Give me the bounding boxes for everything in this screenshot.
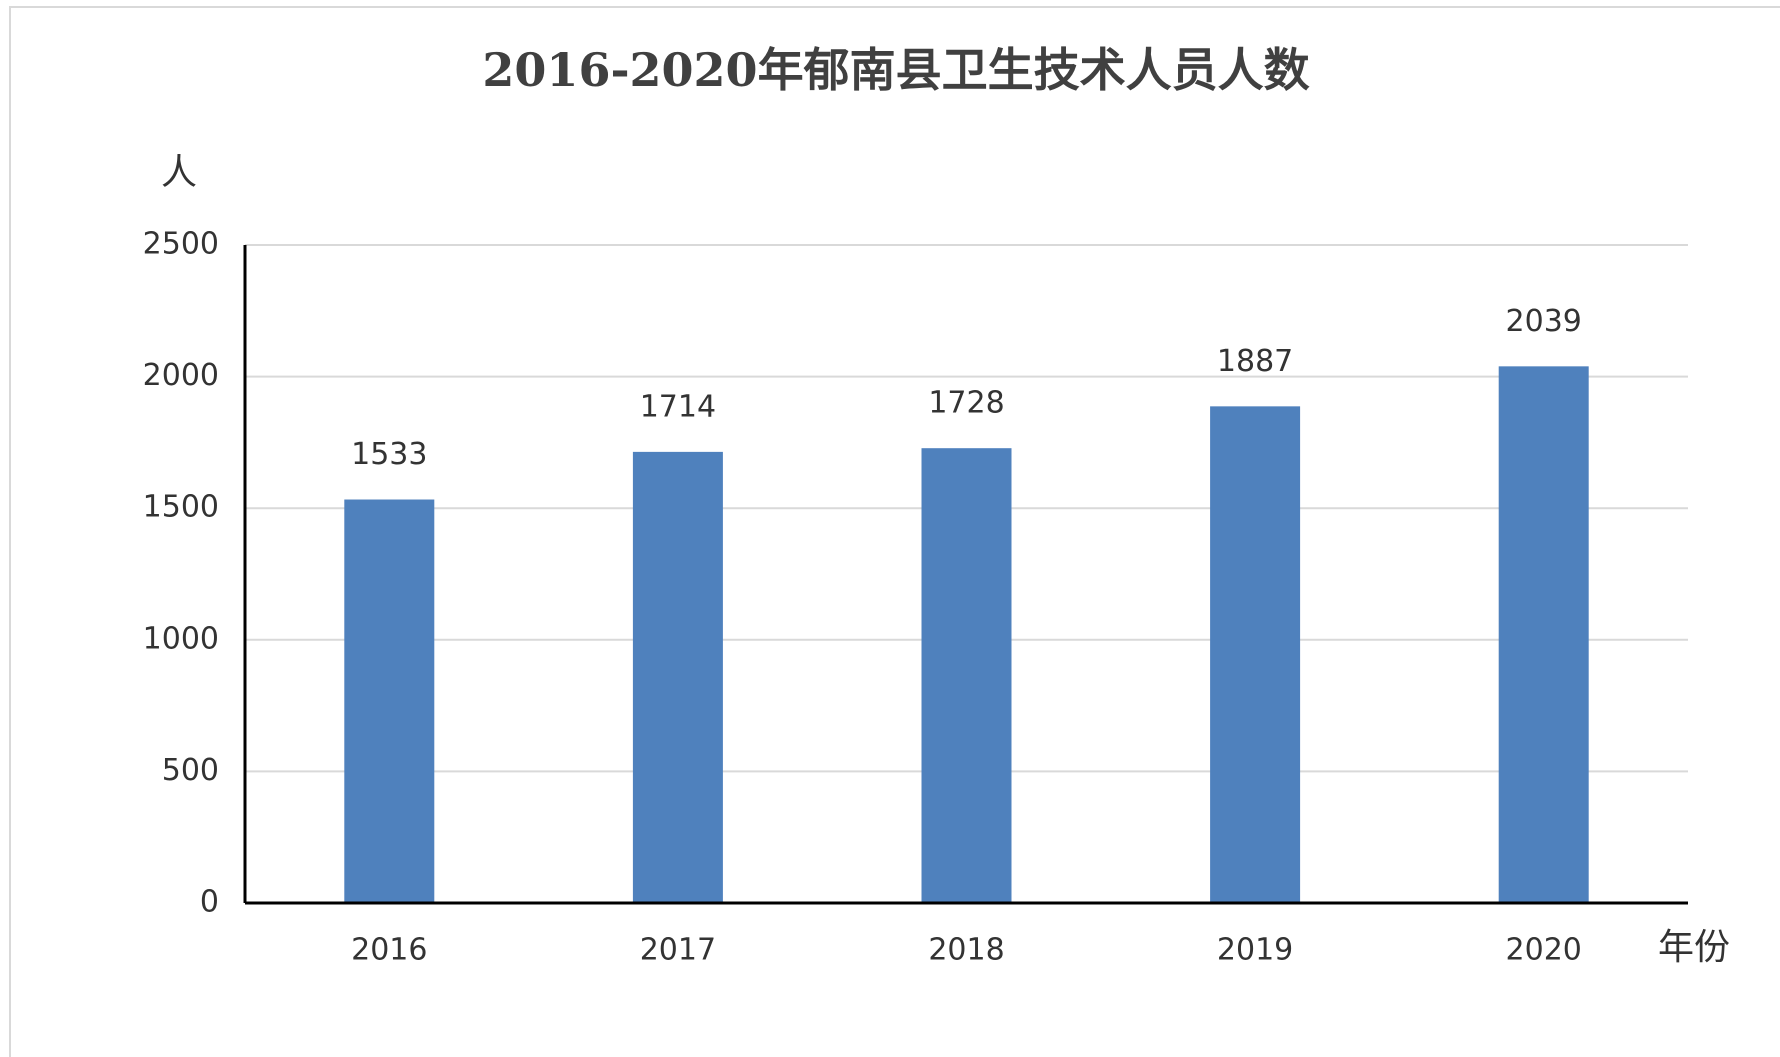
bar [344,499,435,903]
x-tick-label: 2020 [1506,933,1582,968]
value-label: 2039 [1506,304,1582,339]
value-label: 1533 [351,437,427,472]
y-tick-label: 500 [162,753,219,788]
value-label: 1714 [640,389,716,424]
value-label: 1887 [1217,344,1293,379]
y-tick-label: 2500 [143,227,219,262]
bar [1498,366,1589,903]
chart-title: 2016-2020年郁南县卫生技术人员人数 [482,43,1309,97]
y-tick-label: 1500 [143,490,219,525]
x-tick-label: 2019 [1217,933,1293,968]
y-tick-label: 0 [200,885,219,920]
x-tick-label: 2018 [928,933,1004,968]
bar [1210,406,1301,903]
y-tick-label: 2000 [143,358,219,393]
x-tick-label: 2016 [351,933,427,968]
x-axis-label: 年份 [1658,927,1730,968]
y-axis-label: 人 [161,152,197,193]
x-tick-label: 2017 [640,933,716,968]
chart-frame [9,6,1780,1057]
bar [921,448,1012,903]
value-label: 1728 [928,386,1004,421]
y-tick-label: 1000 [143,621,219,656]
bar [632,451,723,903]
